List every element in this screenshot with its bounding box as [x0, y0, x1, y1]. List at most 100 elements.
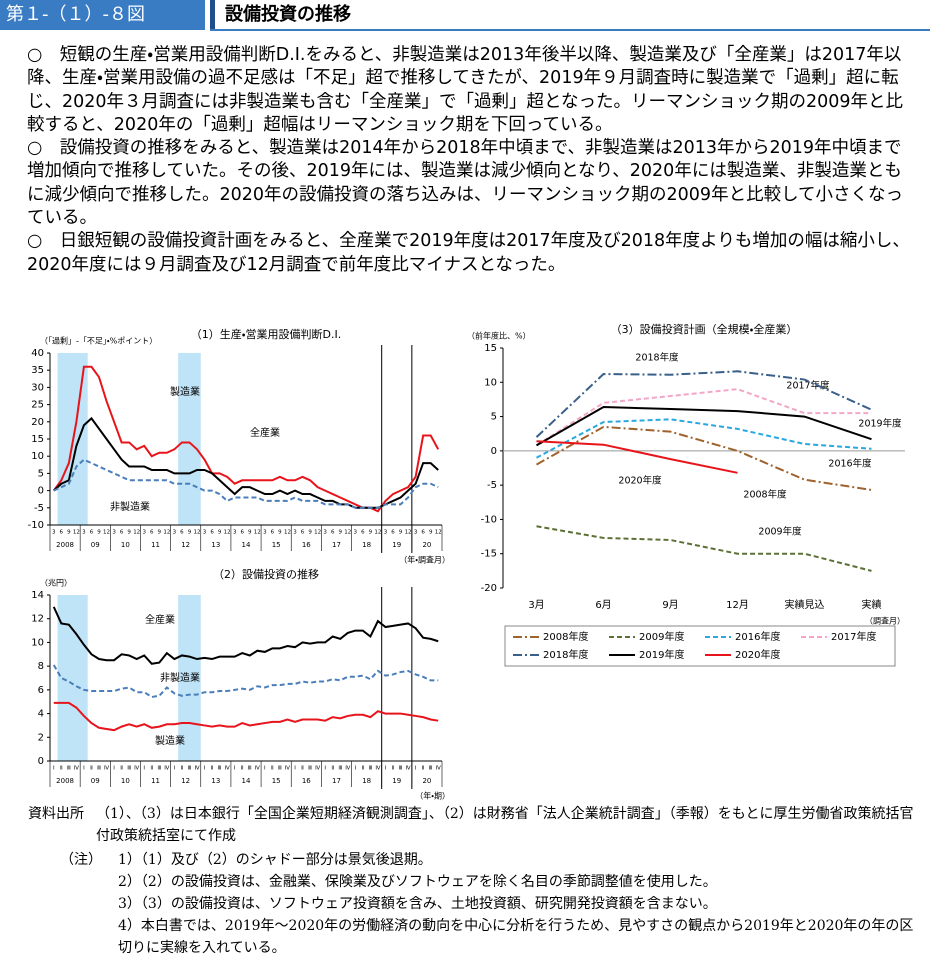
series-line [52, 664, 439, 699]
x-tick-label: Ⅰ [415, 766, 417, 772]
x-tick-label: Ⅲ [188, 766, 192, 772]
series-label: 製造業 [170, 385, 200, 398]
figure-title: 設備投資の推移 [225, 4, 351, 25]
y-axis-label: （兆円） [40, 578, 72, 588]
x-tick-label: 6 [421, 530, 425, 536]
x-group-label: 15 [272, 777, 281, 785]
x-tick-label: 3 [263, 530, 267, 536]
x-tick-label: Ⅳ [285, 766, 291, 772]
x-tick-label: 12 [133, 530, 140, 536]
x-tick-label: 3 [354, 530, 358, 536]
series-line [535, 388, 872, 447]
y-tick-label: 40 [31, 348, 44, 359]
x-group-label: 2008 [56, 777, 74, 785]
y-tick-label: 15 [484, 343, 497, 354]
chart-di: （1）生産・営業用設備判断D.I. （「過剰」-「不足」・%ポイント） -10 -5 0… [28, 327, 450, 565]
x-axis-label: （調査月） [865, 616, 905, 626]
series-label: 2016年度 [828, 458, 872, 470]
series-line [53, 416, 439, 509]
x-tick-label: Ⅲ [157, 766, 161, 772]
x-tick-label: 12 [405, 530, 412, 536]
notes: 資料出所 （1）、（3）は日本銀行「全国企業短期経済観測調査」、（2）は財務省「… [28, 803, 918, 959]
series-label: 2008年度 [743, 489, 787, 501]
x-tick-label: 6月 [595, 599, 611, 611]
y-tick-label: 20 [31, 417, 44, 428]
x-tick-label: 6 [60, 530, 64, 536]
x-tick-label: 6 [361, 530, 365, 536]
x-tick-label: 6 [391, 530, 395, 536]
x-axis-label: （年・期） [415, 791, 450, 801]
x-group-label: 09 [91, 777, 100, 785]
x-group-label: 11 [151, 777, 160, 785]
x-tick-label: Ⅳ [74, 766, 80, 772]
x-tick-label: 9月 [662, 599, 678, 611]
x-tick-label: 9 [218, 530, 222, 536]
x-tick-label: Ⅳ [315, 766, 321, 772]
x-tick-label: Ⅲ [368, 766, 372, 772]
y-tick-label: 15 [31, 434, 44, 445]
x-tick-label: Ⅳ [255, 766, 261, 772]
y-tick-label: 0 [38, 756, 44, 767]
x-tick-label: Ⅳ [164, 766, 170, 772]
y-tick-label: 2 [38, 732, 44, 743]
x-tick-label: Ⅲ [399, 766, 403, 772]
x-group-label: 14 [242, 777, 251, 785]
x-tick-label: 3 [233, 530, 237, 536]
x-group-label: 17 [332, 541, 341, 549]
series-line [53, 458, 439, 509]
x-group-label: 17 [332, 777, 341, 785]
x-tick-label: Ⅳ [225, 766, 231, 772]
note-item: 3）（3）の設備投資は、ソフトウェア投資額を含み、土地投資額、研究開発投資額を含… [118, 896, 717, 912]
series-line [52, 606, 439, 665]
y-tick-label: 8 [38, 661, 44, 672]
x-tick-label: Ⅳ [104, 766, 110, 772]
y-tick-label: 0 [38, 486, 44, 497]
y-tick-label: -10 [481, 514, 497, 525]
legend-label: 2008年度 [543, 630, 588, 643]
series-line [536, 418, 872, 459]
figure-number: 第１-（１）-８図 [0, 0, 205, 30]
x-tick-label: Ⅱ [181, 766, 184, 772]
legend-label: 2019年度 [639, 648, 684, 661]
x-tick-label: Ⅱ [60, 766, 63, 772]
x-tick-label: 6 [90, 530, 94, 536]
x-tick-label: 3 [414, 530, 418, 536]
series-label: 2018年度 [635, 352, 679, 364]
x-tick-label: Ⅱ [301, 766, 304, 772]
x-tick-label: 9 [188, 530, 192, 536]
y-tick-label: 14 [31, 590, 44, 601]
x-tick-label: 6 [331, 530, 335, 536]
y-tick-label: -5 [487, 480, 497, 491]
x-tick-label: 6 [180, 530, 184, 536]
x-tick-label: Ⅳ [436, 766, 442, 772]
x-tick-label: 9 [248, 530, 252, 536]
series-line [53, 701, 439, 732]
y-tick-label: 30 [31, 382, 44, 393]
x-tick-label: Ⅲ [127, 766, 131, 772]
x-tick-label: Ⅳ [134, 766, 140, 772]
x-tick-label: 実績 [862, 598, 882, 611]
x-tick-label: 6 [120, 530, 124, 536]
source: 資料出所 （1）、（3）は日本銀行「全国企業短期経済観測調査」、（2）は財務省「… [28, 803, 918, 847]
x-tick-label: Ⅱ [392, 766, 395, 772]
x-tick-label: Ⅲ [429, 766, 433, 772]
x-group-label: 10 [121, 777, 130, 785]
series-label: 2017年度 [786, 380, 830, 392]
series-line [52, 365, 440, 513]
series-label: 2009年度 [758, 526, 802, 538]
chart-title: （1）生産・営業用設備判断D.I. [191, 327, 341, 341]
x-group-label: 12 [181, 541, 190, 549]
x-tick-label: Ⅱ [361, 766, 364, 772]
paragraph: ○ 短観の生産・営業用設備判断D.I.をみると、非製造業は2013年後半以降、製… [27, 45, 904, 135]
series-line [536, 525, 872, 572]
x-group-label: 11 [151, 541, 160, 549]
recession-shade [178, 353, 201, 525]
x-group-label: 20 [422, 541, 431, 549]
x-tick-label: Ⅰ [324, 766, 326, 772]
x-tick-label: Ⅳ [375, 766, 381, 772]
x-group-label: 18 [362, 541, 371, 549]
y-tick-label: -10 [28, 520, 44, 531]
x-tick-label: 3 [293, 530, 297, 536]
x-tick-label: 実績見込 [785, 598, 825, 611]
